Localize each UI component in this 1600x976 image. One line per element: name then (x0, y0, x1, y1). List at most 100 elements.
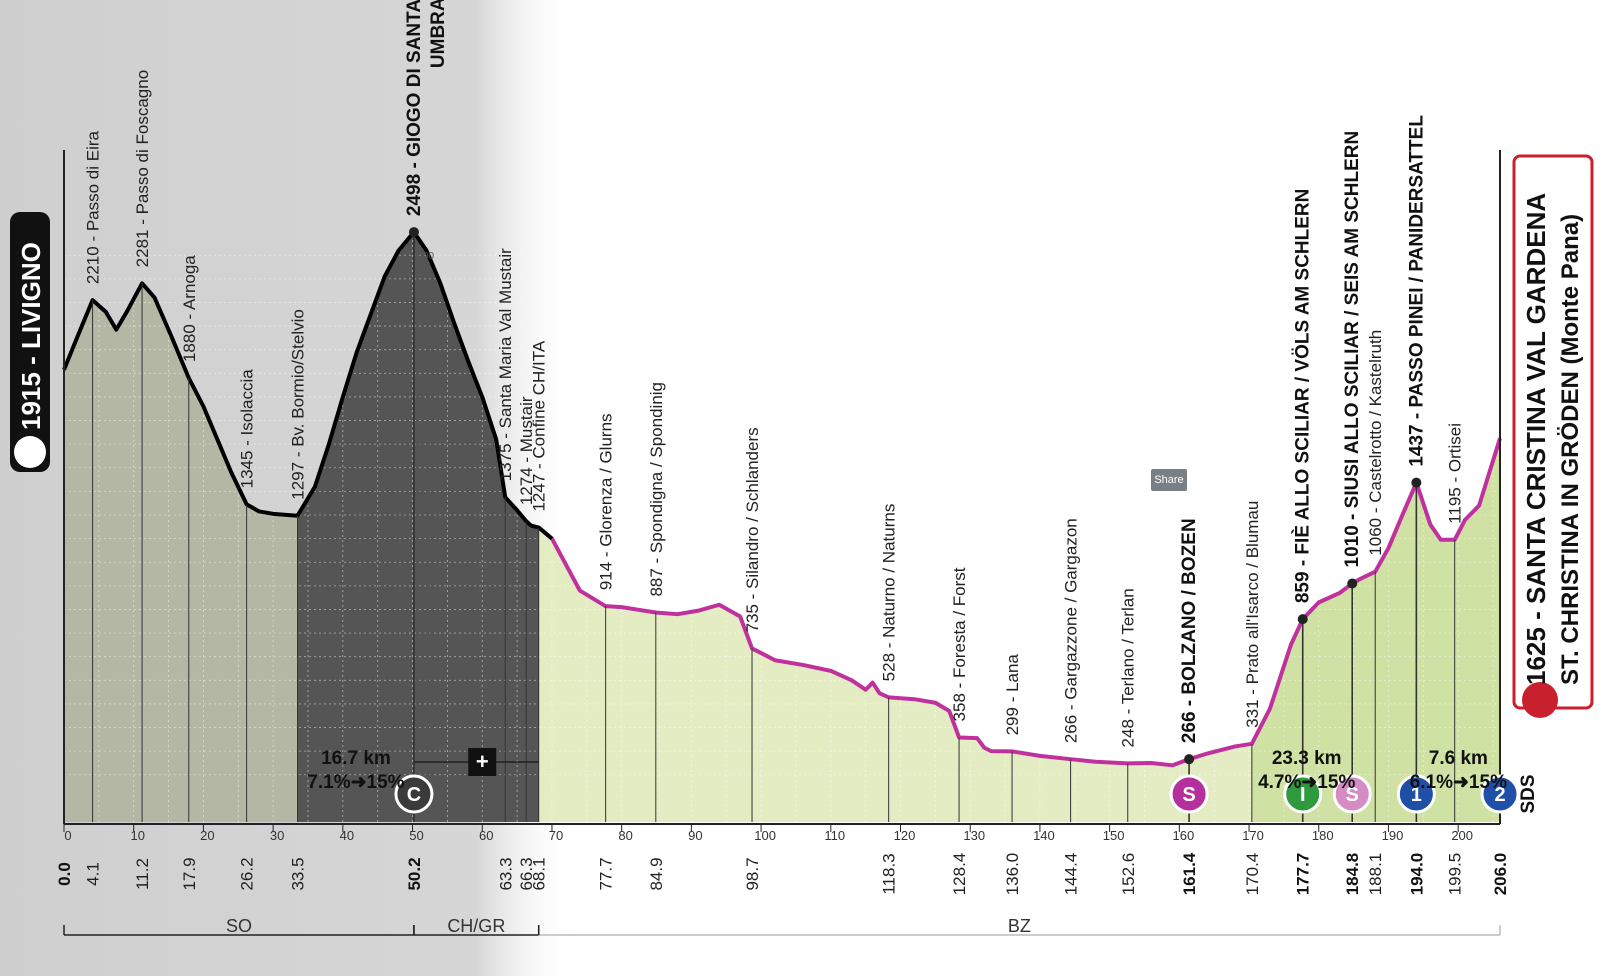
point-label: 1437 - PASSO PINEI / PANIDERSATTEL (1406, 115, 1427, 467)
point-dot (1297, 614, 1308, 625)
point-dot (1347, 578, 1358, 589)
x-tick-label: 0 (64, 828, 71, 843)
y-tick-label: 800 (415, 629, 432, 640)
x-tick-label: 50 (409, 828, 423, 843)
climb-badge-text: 1 (1411, 784, 1422, 806)
climb-length: 23.3 km (1272, 748, 1342, 769)
profile-area-final-climbs (1251, 438, 1500, 822)
km-label: 194.0 (1407, 853, 1426, 896)
sprint-badge-circle (1332, 774, 1372, 814)
point-label: 299 - Lana (1003, 654, 1022, 736)
point-label: 528 - Naturno / Naturns (880, 504, 899, 682)
km-label: 4.1 (84, 862, 103, 886)
x-tick-label: 200 (1451, 828, 1473, 843)
point-label: 1375 - Santa Maria Val Mustair (496, 248, 515, 481)
point-label: 266 - BOLZANO / BOZEN (1179, 518, 1200, 743)
climb-length: 7.6 km (1429, 748, 1488, 769)
region-label: BZ (1008, 916, 1031, 936)
start-icon (14, 436, 46, 468)
share-button[interactable]: Share (1151, 469, 1187, 491)
y-tick-label: 1600 (412, 440, 435, 451)
climb-badge-circle (1396, 774, 1436, 814)
climb-length: 16.7 km (321, 748, 391, 769)
km-label: 84.9 (647, 857, 666, 890)
y-tick-label: 1800 (412, 393, 435, 404)
climb-gradient: 6.1%➜15% (1410, 772, 1507, 793)
x-tick-label: 30 (270, 828, 284, 843)
km-label: 0.0 (55, 862, 74, 886)
y-tick-label: 2200 (412, 298, 435, 309)
point-label: 1297 - Bv. Bormio/Stelvio (289, 309, 308, 500)
point-label: 266 - Gargazzone / Gargazon (1062, 518, 1081, 743)
point-label: 1195 - Ortisei (1446, 423, 1465, 524)
km-label: 17.9 (180, 857, 199, 890)
km-label: 152.6 (1119, 853, 1138, 896)
x-tick-label: 80 (618, 828, 632, 843)
x-tick-label: 170 (1242, 828, 1264, 843)
point-label: 1010 - SIUSI ALLO SCILIAR / SEIS AM SCHL… (1342, 131, 1363, 568)
km-label: 26.2 (238, 857, 257, 890)
km-label: 170.4 (1243, 853, 1262, 896)
km-label: 184.8 (1343, 853, 1362, 896)
climb-badge-text: I (1300, 784, 1306, 806)
y-tick-label: 1200 (412, 535, 435, 546)
sprint-badge-text: S (1346, 784, 1359, 806)
profile-area-umbrail (297, 232, 539, 822)
finish-icon (1522, 682, 1558, 718)
start-title-frame (10, 212, 50, 472)
km-label: 50.2 (405, 857, 424, 890)
x-tick-label: 70 (549, 828, 563, 843)
km-label: 11.2 (133, 858, 152, 890)
climb-badge-text: C (407, 784, 421, 806)
x-tick-label: 180 (1312, 828, 1334, 843)
y-tick-label: 2000 (412, 346, 435, 357)
km-label: 118.3 (880, 853, 899, 894)
feed-zone-plus: + (476, 749, 489, 774)
y-tick-label: 200 (415, 771, 432, 782)
km-label: 144.4 (1062, 853, 1081, 896)
point-label-secondary: UMBRAILPASS (428, 0, 449, 68)
km-label: 98.7 (743, 857, 762, 890)
point-label: 859 - FIÈ ALLO SCILIAR / VÖLS AM SCHLERN (1292, 189, 1314, 604)
point-dot (1184, 754, 1195, 765)
km-label: 199.5 (1446, 853, 1465, 896)
km-label: 66.3 (517, 857, 536, 890)
point-label: 1274 - Mustair (517, 396, 536, 505)
sponsor-logo: SDS (1518, 774, 1539, 813)
km-label: 177.7 (1294, 853, 1313, 896)
point-dot (1411, 477, 1422, 488)
km-label: 136.0 (1003, 853, 1022, 896)
km-label: 77.7 (597, 857, 616, 890)
x-tick-label: 100 (754, 828, 776, 843)
x-tick-label: 150 (1103, 828, 1125, 843)
x-tick-label: 190 (1382, 828, 1404, 843)
point-label: 1247 - Confine CH/ITA (530, 340, 549, 511)
x-tick-label: 60 (479, 828, 493, 843)
x-tick-label: 40 (340, 828, 354, 843)
y-tick-label: 2400 (412, 251, 435, 262)
km-label: 161.4 (1180, 852, 1199, 895)
start-title: 1915 - LIVIGNO (16, 242, 46, 430)
y-tick-label: 1000 (412, 582, 435, 593)
profile-line-so (62, 230, 554, 541)
x-tick-label: 120 (894, 828, 916, 843)
km-label: 188.1 (1366, 853, 1385, 896)
climb-badge-circle (394, 774, 434, 814)
point-label: 735 - Silandro / Schlanders (743, 427, 762, 632)
sprint-badge-text: S (1182, 784, 1195, 806)
km-label: 206.0 (1491, 853, 1510, 896)
point-label: 1345 - Isolaccia (238, 369, 257, 489)
point-label: 914 - Glorenza / Glurns (597, 413, 616, 590)
point-label: 2498 - GIOGO DI SANTA MARIA (404, 0, 425, 216)
x-tick-label: 130 (963, 828, 985, 843)
finish-title-secondary: ST. CHRISTINA IN GRÖDEN (Monte Pana) (1557, 214, 1584, 685)
finish-title: 1625 - SANTA CRISTINA VAL GARDENA (1521, 193, 1551, 685)
point-label: 1060 - Castelrotto / Kastelruth (1366, 330, 1385, 556)
km-label: 63.3 (496, 857, 515, 890)
climb-gradient: 4.7%➜15% (1258, 772, 1355, 793)
profile-area-livigno (64, 283, 298, 822)
point-label: 2281 - Passo di Foscagno (133, 70, 152, 268)
sprint-badge-circle (1169, 774, 1209, 814)
climb-gradient: 7.1%➜15% (307, 772, 404, 793)
